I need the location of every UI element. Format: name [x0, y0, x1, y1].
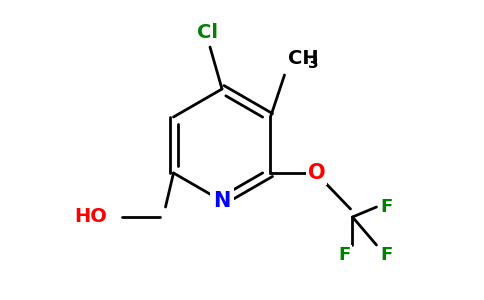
Text: HO: HO	[75, 208, 107, 226]
Text: F: F	[380, 198, 393, 216]
Text: N: N	[213, 191, 231, 211]
Text: F: F	[338, 246, 350, 264]
Text: F: F	[380, 246, 393, 264]
Text: CH: CH	[288, 50, 319, 68]
Text: 3: 3	[308, 56, 319, 70]
Text: Cl: Cl	[197, 23, 218, 43]
Text: O: O	[308, 163, 325, 183]
